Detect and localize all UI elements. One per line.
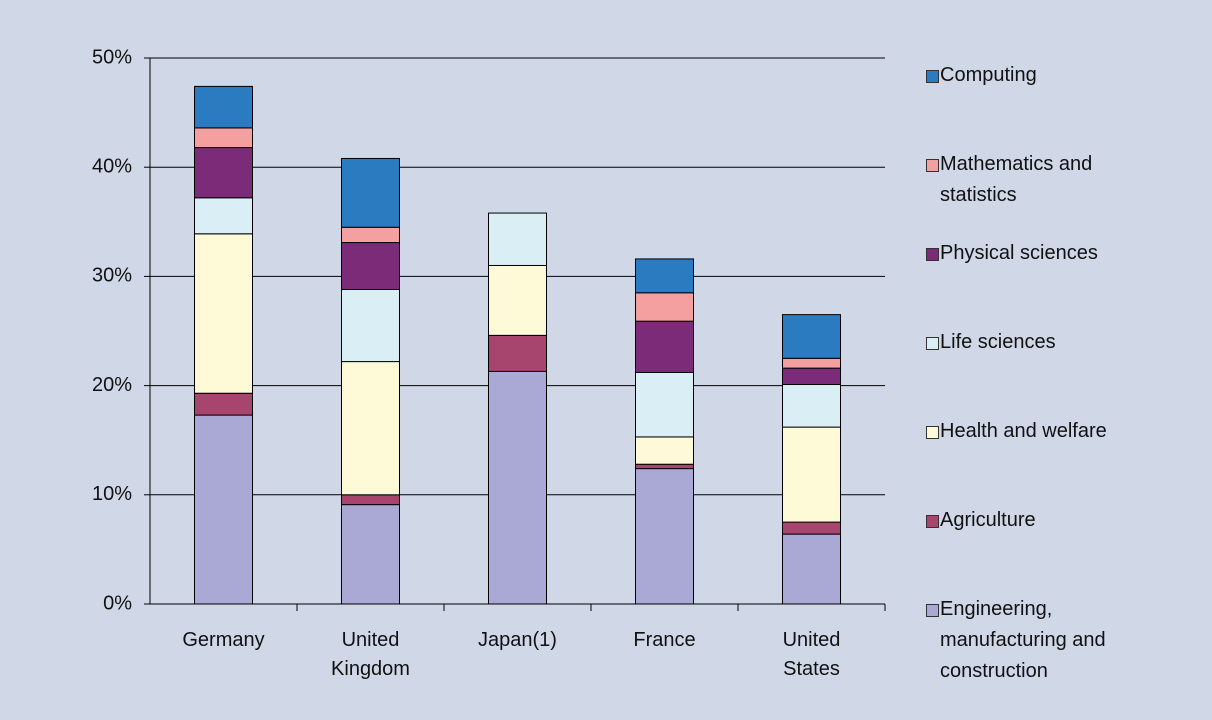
bar-segment — [488, 264, 547, 336]
legend-label: Computing — [940, 64, 1037, 86]
bar-segment — [194, 392, 253, 416]
bar-segment — [488, 370, 547, 605]
bar-segment — [635, 463, 694, 470]
legend-item: Computing — [922, 60, 1162, 91]
x-tick-label: United States — [782, 629, 841, 680]
y-tick-label: 20% — [92, 374, 132, 396]
y-tick-label: 50% — [92, 46, 132, 68]
x-tick-label: United Kingdom — [331, 629, 410, 680]
bar-segment — [635, 371, 694, 438]
bar-segment — [635, 258, 694, 294]
bar-segment — [194, 127, 253, 149]
legend-item: Physical sciences — [922, 238, 1162, 269]
bar-segment — [341, 242, 400, 291]
legend-swatch — [926, 426, 939, 439]
legend-swatch — [926, 515, 939, 528]
bar-segment — [635, 468, 694, 605]
legend-label: Health and welfare — [940, 420, 1107, 442]
bar-segment — [782, 533, 841, 605]
bar-segment — [341, 504, 400, 605]
x-tick-label: Japan(1) — [478, 629, 557, 651]
legend-label: Life sciences — [940, 331, 1056, 353]
legend-item: Agriculture — [922, 505, 1162, 536]
legend-swatch — [926, 70, 939, 83]
legend-item: Health and welfare — [922, 416, 1162, 447]
bar-segment — [488, 212, 547, 266]
bar-segment — [341, 226, 400, 244]
bar-segment — [782, 357, 841, 369]
legend-label: Mathematics and statistics — [940, 153, 1093, 206]
bar-segment — [635, 292, 694, 322]
bar-segment — [782, 314, 841, 359]
bar-segment — [341, 361, 400, 496]
bar-segment — [194, 197, 253, 235]
x-tick-label: Germany — [182, 629, 265, 651]
bar-segment — [635, 320, 694, 373]
legend-label: Physical sciences — [940, 242, 1098, 264]
legend-swatch — [926, 337, 939, 350]
bar-segment — [194, 85, 253, 129]
bar-segment — [782, 367, 841, 386]
bar-segment — [194, 233, 253, 394]
y-tick-label: 40% — [92, 155, 132, 177]
legend-swatch — [926, 248, 939, 261]
bar-segment — [782, 384, 841, 428]
bar-segment — [341, 494, 400, 506]
legend-label: Agriculture — [940, 509, 1036, 531]
y-tick-label: 30% — [92, 265, 132, 287]
y-tick-label: 10% — [92, 483, 132, 505]
y-tick-label: 0% — [103, 592, 132, 614]
bar-segment — [635, 436, 694, 465]
bar-segment — [194, 147, 253, 199]
legend-item: Engineering, manufacturing and construct… — [922, 594, 1162, 687]
bar-segment — [341, 289, 400, 363]
legend-swatch — [926, 604, 939, 617]
bar-segment — [782, 426, 841, 523]
legend-item: Mathematics and statistics — [922, 149, 1162, 211]
bar-segment — [194, 414, 253, 605]
legend-swatch — [926, 159, 939, 172]
bar-segment — [488, 334, 547, 372]
bar-segment — [341, 157, 400, 228]
legend-label: Engineering, manufacturing and construct… — [940, 598, 1106, 682]
legend-item: Life sciences — [922, 327, 1162, 358]
bar-segment — [782, 521, 841, 535]
x-tick-label: France — [633, 629, 696, 651]
